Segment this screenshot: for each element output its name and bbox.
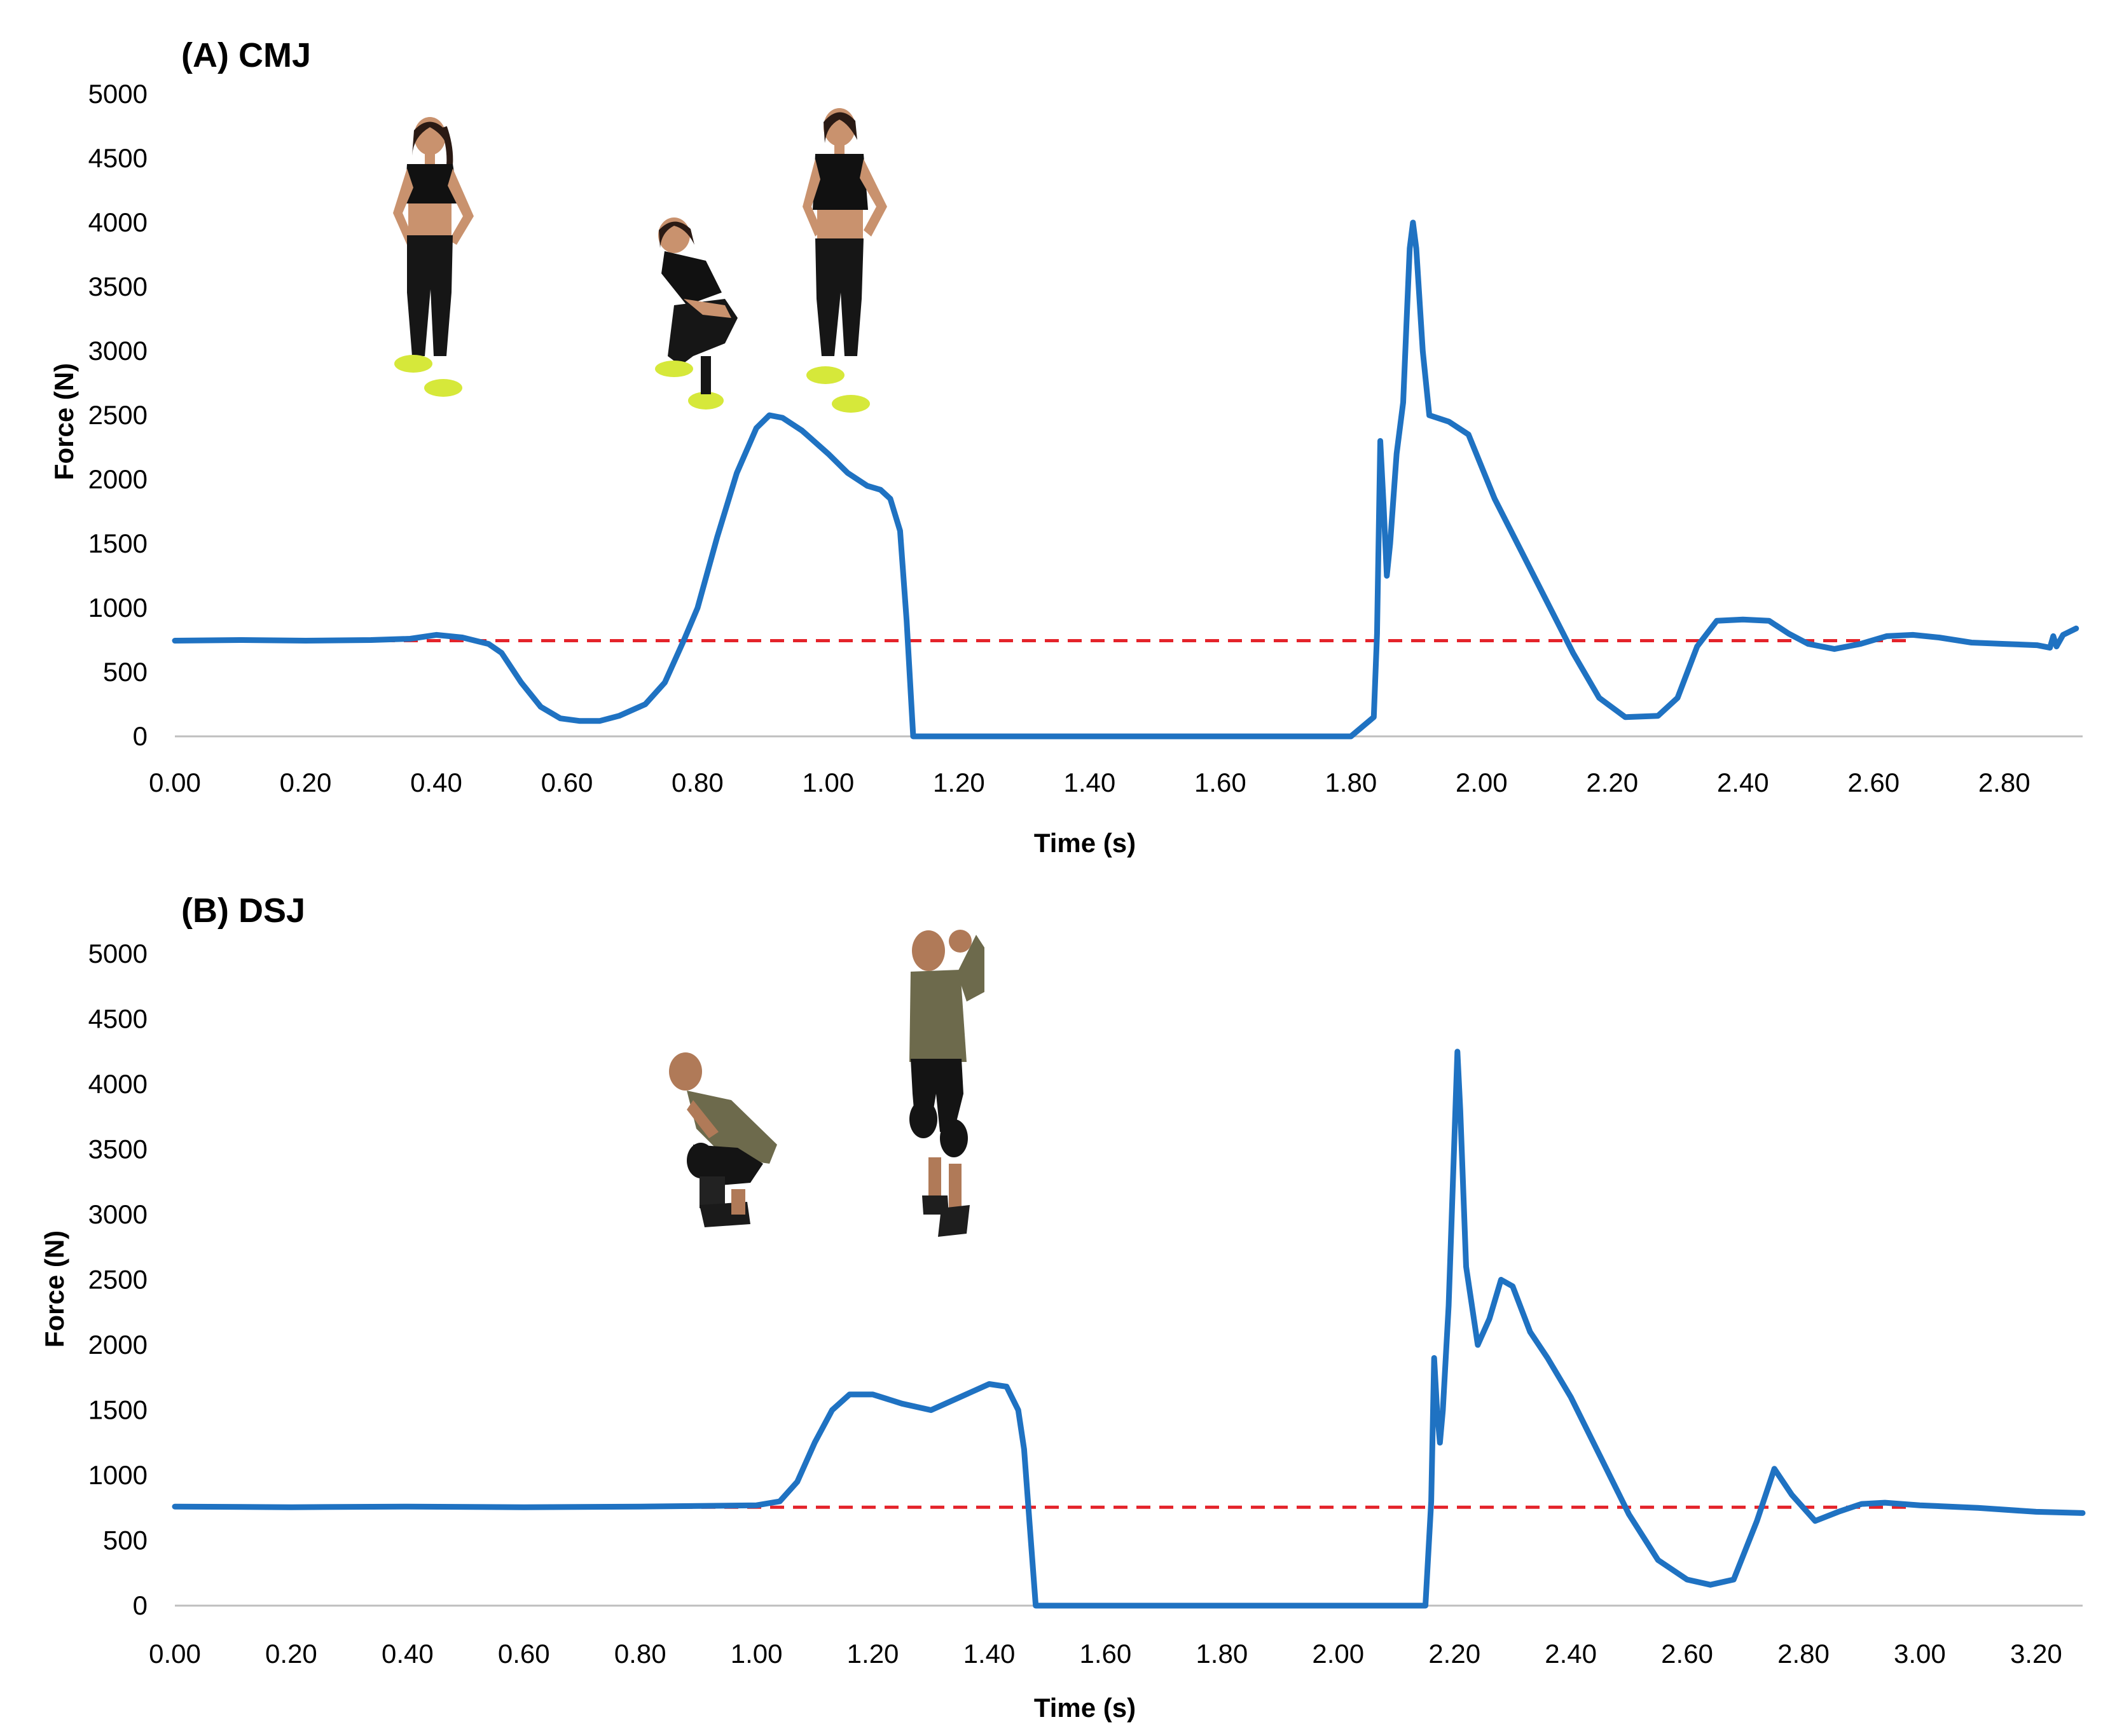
- y-tick-label: 2500: [88, 400, 148, 430]
- athlete-standing-photo: [393, 117, 474, 397]
- y-tick-label: 0: [133, 721, 148, 751]
- x-tick-label: 1.60: [1080, 1639, 1132, 1669]
- force-series-line: [172, 219, 2079, 740]
- x-tick-label: 0.80: [614, 1639, 666, 1669]
- y-tick-label: 1000: [88, 593, 148, 623]
- panel-dsj: (B) DSJ Force (N) Time (s): [39, 892, 2086, 1723]
- x-tick-label: 1.20: [933, 768, 985, 797]
- athlete-squat-photo: [669, 1052, 777, 1227]
- panel-title: (A) CMJ: [181, 36, 311, 74]
- x-tick-label: 0.40: [382, 1639, 434, 1669]
- y-tick-label: 4500: [88, 143, 148, 173]
- x-tick-label: 1.00: [803, 768, 855, 797]
- y-tick-labels: 0 500 1000 1500 2000 2500 3000 3500 4000 4500 5000: [88, 939, 148, 1620]
- x-tick-label: 0.20: [280, 768, 332, 797]
- y-tick-label: 3000: [88, 336, 148, 366]
- x-axis-title: Time (s): [1034, 828, 1136, 858]
- y-tick-labels: 0 500 1000 1500 2000 2500 3000 3500 4000 4500 5000: [88, 79, 148, 751]
- x-tick-label: 0.60: [541, 768, 593, 797]
- y-tick-label: 1500: [88, 1395, 148, 1425]
- y-tick-label: 1500: [88, 528, 148, 558]
- x-tick-label: 0.80: [672, 768, 724, 797]
- y-tick-label: 2500: [88, 1265, 148, 1295]
- x-tick-label: 0.00: [149, 1639, 201, 1669]
- x-tick-label: 1.40: [963, 1639, 1016, 1669]
- y-tick-label: 5000: [88, 939, 148, 968]
- x-tick-label: 2.60: [1661, 1639, 1713, 1669]
- athlete-squatting-photo: [655, 217, 738, 410]
- series-group: [172, 1049, 2086, 1609]
- y-tick-label: 2000: [88, 1330, 148, 1360]
- y-tick-label: 2000: [88, 464, 148, 494]
- y-tick-label: 4000: [88, 1069, 148, 1099]
- x-tick-label: 1.80: [1196, 1639, 1248, 1669]
- x-tick-label: 2.60: [1847, 768, 1900, 797]
- panel-title: (B) DSJ: [181, 892, 305, 930]
- athlete-jump-photo: [909, 930, 984, 1237]
- y-axis-title: Force (N): [39, 1230, 69, 1347]
- y-tick-label: 3500: [88, 272, 148, 301]
- y-tick-label: 4000: [88, 207, 148, 237]
- x-tick-label: 2.80: [1777, 1639, 1830, 1669]
- y-tick-label: 500: [103, 1526, 148, 1555]
- x-tick-label: 1.60: [1194, 768, 1246, 797]
- y-tick-label: 5000: [88, 79, 148, 109]
- x-tick-label: 2.00: [1456, 768, 1508, 797]
- y-tick-label: 500: [103, 657, 148, 687]
- x-tick-label: 2.80: [1978, 768, 2031, 797]
- x-tick-label: 1.00: [731, 1639, 783, 1669]
- y-axis-title: Force (N): [49, 363, 79, 480]
- x-tick-label: 0.20: [265, 1639, 317, 1669]
- x-tick-label: 3.00: [1894, 1639, 1946, 1669]
- panel-cmj: (A) CMJ Force (N) Time (s): [49, 36, 2083, 858]
- x-axis-title: Time (s): [1034, 1693, 1136, 1723]
- y-tick-label: 3000: [88, 1199, 148, 1229]
- x-tick-label: 2.40: [1717, 768, 1769, 797]
- y-tick-label: 4500: [88, 1004, 148, 1034]
- y-tick-label: 1000: [88, 1460, 148, 1490]
- x-tick-label: 1.40: [1063, 768, 1115, 797]
- x-tick-label: 2.40: [1545, 1639, 1597, 1669]
- athlete-upright-photo: [803, 108, 887, 413]
- x-tick-label: 2.00: [1312, 1639, 1364, 1669]
- x-tick-label: 0.00: [149, 768, 201, 797]
- x-tick-label: 3.20: [2010, 1639, 2062, 1669]
- x-tick-label: 2.20: [1428, 1639, 1480, 1669]
- x-tick-label: 1.20: [847, 1639, 899, 1669]
- x-tick-label: 0.60: [498, 1639, 550, 1669]
- x-tick-labels: 0.00 0.20 0.40 0.60 0.80 1.00 1.20 1.40 1.60 1.80…: [149, 1639, 2062, 1669]
- x-tick-labels: 0.00 0.20 0.40 0.60 0.80 1.00 1.20 1.40 1.60 1.80…: [149, 768, 2030, 797]
- x-tick-label: 1.80: [1325, 768, 1377, 797]
- force-series-line: [172, 1049, 2086, 1609]
- y-tick-label: 3500: [88, 1134, 148, 1164]
- x-tick-label: 2.20: [1586, 768, 1638, 797]
- y-tick-label: 0: [133, 1590, 148, 1620]
- series-group: [172, 219, 2079, 740]
- x-tick-label: 0.40: [410, 768, 462, 797]
